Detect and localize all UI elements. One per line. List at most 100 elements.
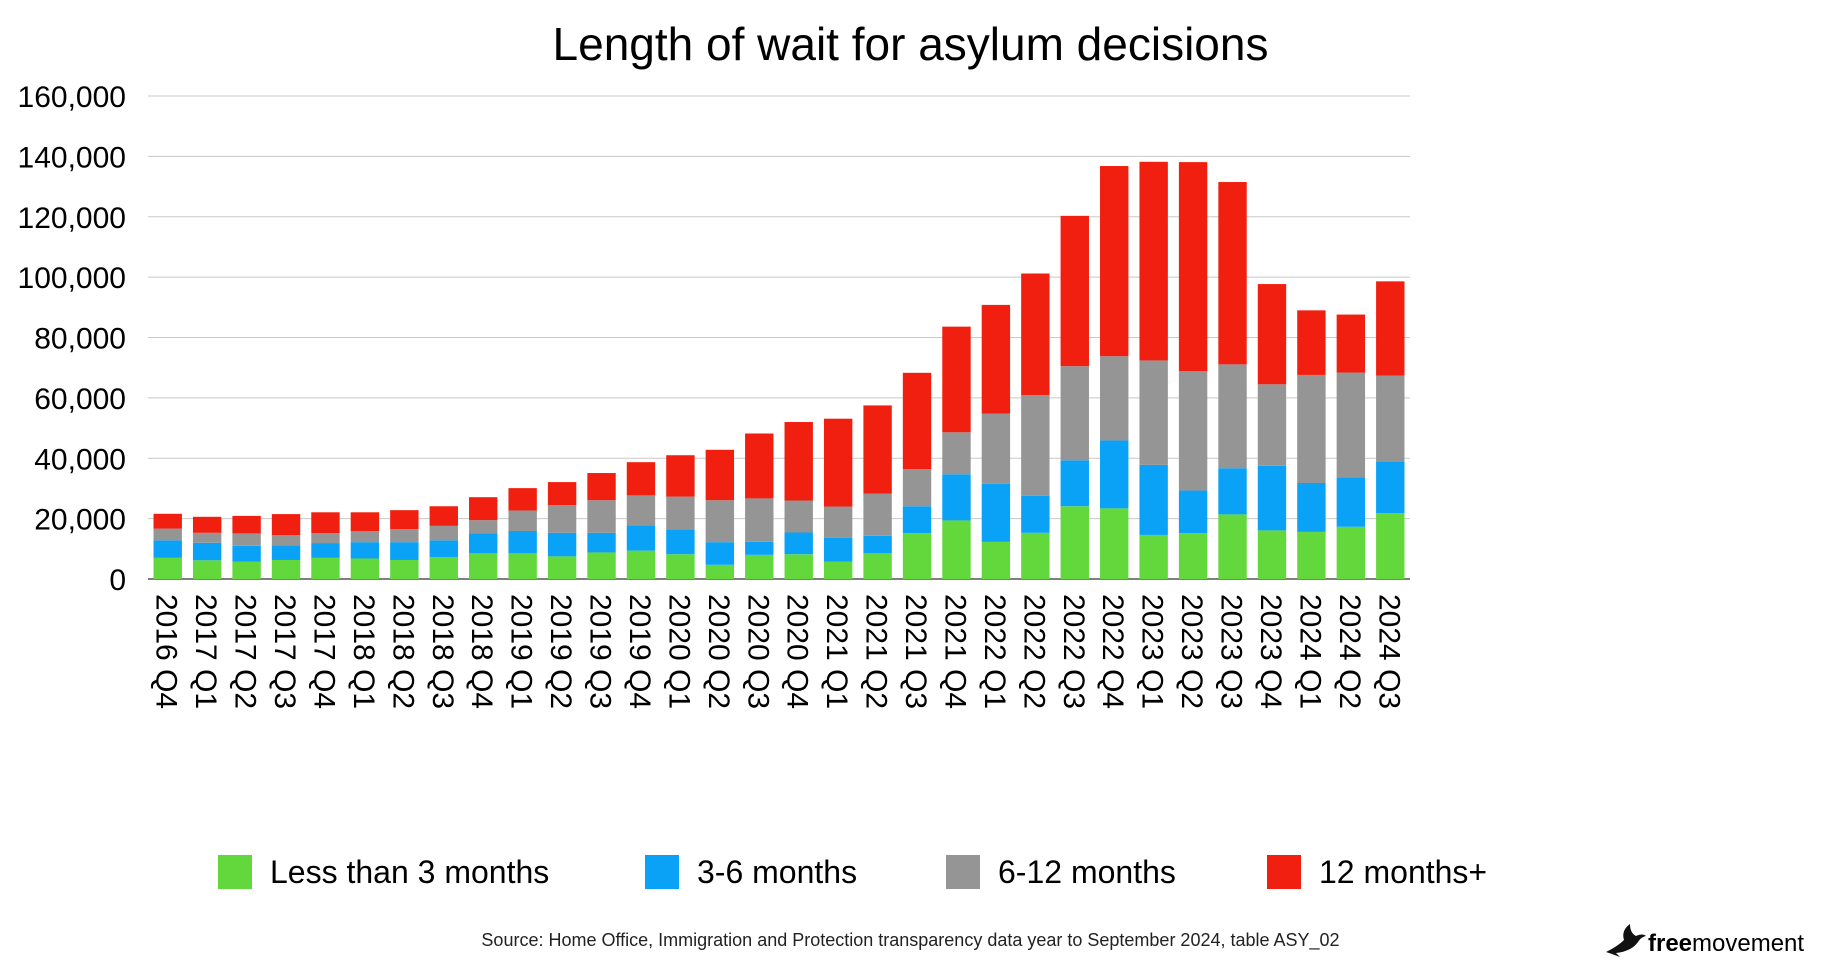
x-category-label: 2019 Q2 <box>544 594 577 709</box>
x-category-label: 2019 Q1 <box>505 594 538 709</box>
bar-segment-6to12 <box>1297 374 1326 484</box>
bar-segment-12plus <box>1257 284 1287 385</box>
legend: Less than 3 months 3-6 months 6-12 month… <box>0 850 1821 894</box>
bar-segment-12plus <box>192 516 222 533</box>
bar-segment-6to12 <box>508 510 537 532</box>
x-category-label: 2022 Q1 <box>978 594 1011 709</box>
source-note: Source: Home Office, Immigration and Pro… <box>481 930 1340 950</box>
bar-segment-lt3 <box>626 550 656 579</box>
bar-segment-lt3 <box>390 559 419 579</box>
bar-segment-12plus <box>1139 161 1168 361</box>
x-category-label: 2024 Q2 <box>1333 594 1366 709</box>
bar-segment-lt3 <box>745 554 774 579</box>
x-category-label: 2017 Q1 <box>189 594 222 709</box>
bar-segment-lt3 <box>1297 531 1326 579</box>
bar-segment-6to12 <box>745 498 774 542</box>
bar-segment-3to6 <box>823 537 853 562</box>
bar-segment-lt3 <box>863 553 892 579</box>
bar-segment-lt3 <box>192 560 222 579</box>
bar-segment-12plus <box>942 326 971 433</box>
bar-segment-lt3 <box>232 561 261 579</box>
bar-segment-lt3 <box>1100 508 1129 579</box>
bar-segment-3to6 <box>1100 440 1129 509</box>
bar-segment-12plus <box>626 462 656 496</box>
chart-title: Length of wait for asylum decisions <box>552 18 1269 70</box>
bird-icon <box>1606 924 1646 957</box>
bar-segment-12plus <box>981 304 1011 414</box>
x-category-label: 2017 Q4 <box>307 594 340 709</box>
x-category-label: 2020 Q3 <box>741 594 774 709</box>
bar-segment-6to12 <box>547 505 577 533</box>
legend-label-6to12: 6-12 months <box>998 853 1176 890</box>
brand-bold: free <box>1648 930 1693 957</box>
bar-segment-lt3 <box>311 557 340 579</box>
x-category-label: 2024 Q3 <box>1372 594 1405 709</box>
x-category-label: 2019 Q3 <box>584 594 617 709</box>
bar-segment-12plus <box>745 433 774 499</box>
bar-segment-12plus <box>1376 281 1405 376</box>
bar-segment-6to12 <box>350 531 380 543</box>
legend-item-6to12: 6-12 months <box>946 850 1176 894</box>
bar-segment-12plus <box>350 512 380 532</box>
bar-segment-6to12 <box>705 500 735 543</box>
bar-segment-6to12 <box>311 533 340 544</box>
bar-segment-12plus <box>863 405 892 494</box>
y-tick-label: 20,000 <box>34 504 126 537</box>
bar-segment-6to12 <box>902 469 932 507</box>
legend-swatch-6to12 <box>946 855 980 889</box>
bar-segment-3to6 <box>745 541 774 555</box>
x-category-label: 2022 Q3 <box>1057 594 1090 709</box>
x-category-label: 2019 Q4 <box>623 594 656 709</box>
bar-segment-12plus <box>547 482 577 506</box>
bar-segment-12plus <box>469 497 498 521</box>
bar-segment-3to6 <box>626 525 656 551</box>
bar-segment-6to12 <box>1376 375 1405 462</box>
legend-item-lt3: Less than 3 months <box>218 850 549 894</box>
bar-segment-3to6 <box>902 506 932 534</box>
bar-segment-lt3 <box>1139 534 1168 579</box>
bar-segment-12plus <box>311 512 340 534</box>
x-category-label: 2018 Q2 <box>386 594 419 709</box>
y-tick-label: 100,000 <box>18 262 126 295</box>
x-category-label: 2023 Q2 <box>1175 594 1208 709</box>
bar-segment-3to6 <box>390 542 419 560</box>
bar-segment-3to6 <box>1218 468 1247 515</box>
x-category-label: 2023 Q4 <box>1254 594 1287 709</box>
legend-label-3to6: 3-6 months <box>697 853 858 890</box>
bar-segment-3to6 <box>863 535 892 554</box>
bar-segment-3to6 <box>666 529 695 555</box>
bar-segment-lt3 <box>429 556 458 579</box>
bar-segment-3to6 <box>1336 477 1366 527</box>
bar-segment-3to6 <box>311 543 340 558</box>
bar-segment-lt3 <box>1060 506 1089 579</box>
bar-segment-6to12 <box>626 495 656 526</box>
bar-segment-lt3 <box>271 559 301 579</box>
bar-segment-lt3 <box>1218 514 1247 579</box>
bar-segment-6to12 <box>153 528 182 541</box>
bar-segment-12plus <box>587 473 616 501</box>
bar-segment-12plus <box>823 418 853 507</box>
bar-segment-lt3 <box>705 564 735 579</box>
bar-segment-3to6 <box>942 474 971 521</box>
bar-segment-12plus <box>271 514 301 536</box>
y-tick-label: 40,000 <box>34 443 126 476</box>
bar-segment-12plus <box>666 455 695 497</box>
bar-segment-12plus <box>1060 215 1089 367</box>
bar-segment-3to6 <box>192 542 222 561</box>
bar-segment-lt3 <box>1021 532 1050 579</box>
bar-segment-6to12 <box>271 535 301 546</box>
bar-segment-6to12 <box>1218 364 1247 469</box>
bar-segment-6to12 <box>1257 384 1287 466</box>
bar-segment-lt3 <box>153 557 182 579</box>
bar-segment-3to6 <box>981 483 1011 542</box>
bar-segment-3to6 <box>350 542 380 559</box>
x-category-label: 2021 Q4 <box>938 594 971 709</box>
x-category-label: 2020 Q4 <box>781 594 814 709</box>
x-category-label: 2016 Q4 <box>150 594 183 709</box>
y-tick-label: 60,000 <box>34 383 126 416</box>
x-category-label: 2018 Q3 <box>426 594 459 709</box>
bar-segment-6to12 <box>823 506 853 538</box>
bar-segment-lt3 <box>902 533 932 579</box>
legend-swatch-lt3 <box>218 855 252 889</box>
bar-segment-6to12 <box>784 500 813 533</box>
